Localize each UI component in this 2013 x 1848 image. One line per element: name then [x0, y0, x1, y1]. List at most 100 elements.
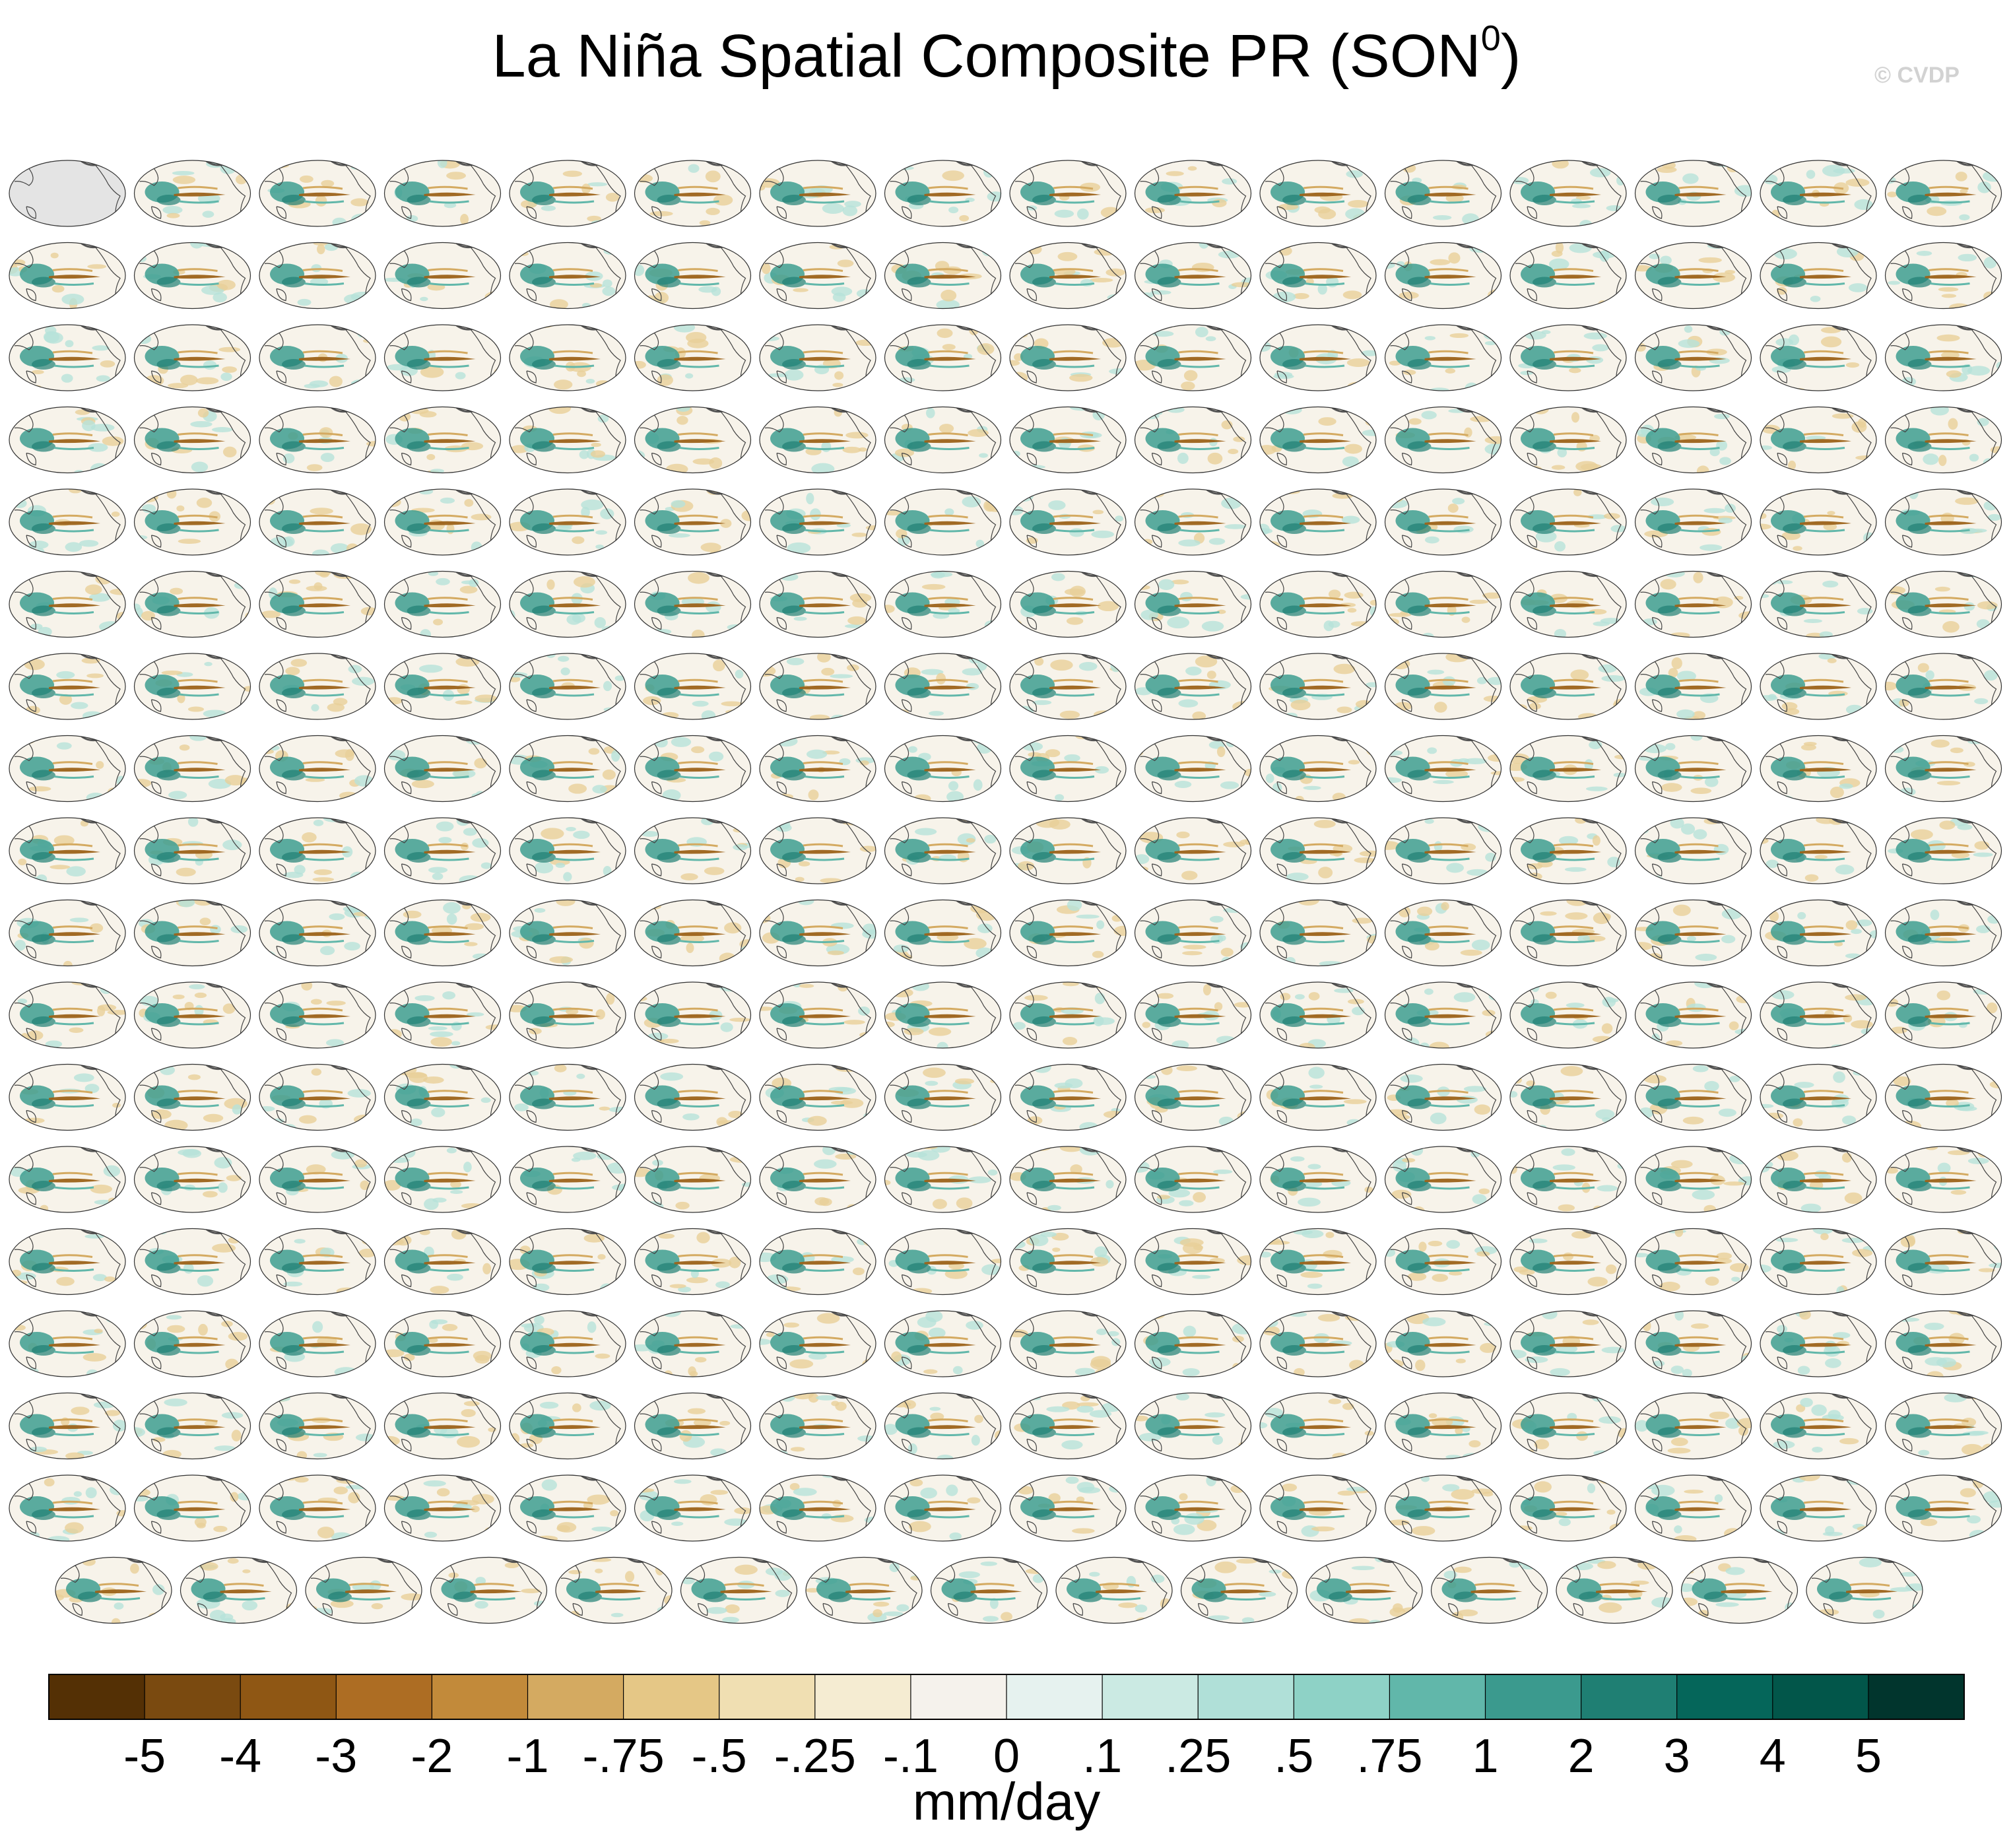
globe-outline — [383, 406, 502, 474]
map-panel — [1134, 406, 1252, 474]
map-panel — [930, 1556, 1048, 1624]
globe-outline — [805, 1556, 923, 1624]
globe-outline — [1259, 817, 1377, 884]
map-panel — [9, 1228, 126, 1296]
map-panel — [133, 488, 251, 556]
globe-outline — [1259, 653, 1377, 720]
map-panel — [1760, 653, 1877, 720]
map-panel — [759, 653, 876, 720]
globe-outline — [884, 570, 1002, 638]
map-panel — [1884, 406, 2002, 474]
map-panel — [884, 160, 1002, 227]
globe-outline — [305, 1556, 422, 1624]
map-panel — [1259, 1228, 1377, 1296]
map-panel — [1760, 981, 1877, 1049]
map-panel — [1134, 1228, 1252, 1296]
globe-outline — [383, 899, 502, 967]
globe-outline — [383, 1063, 502, 1131]
globe-outline — [133, 324, 251, 391]
globe-outline — [1634, 570, 1752, 638]
globe-outline — [884, 899, 1002, 967]
colorbar-tick-label: -4 — [219, 1730, 261, 1783]
map-panel — [1134, 570, 1252, 638]
map-panel — [759, 1474, 876, 1542]
globe-outline — [9, 570, 126, 638]
globe-outline — [509, 242, 626, 310]
chart-title: La Niña Spatial Composite PR (SON0) — [492, 18, 1521, 90]
globe-outline — [1634, 1228, 1752, 1296]
globe-outline — [9, 653, 126, 720]
map-panel — [1384, 1063, 1502, 1131]
globe-outline — [383, 488, 502, 556]
map-panel — [1509, 324, 1627, 391]
globe-outline — [1259, 160, 1377, 227]
globe-outline — [680, 1556, 798, 1624]
colorbar-segment — [1581, 1674, 1678, 1719]
globe-outline — [383, 1228, 502, 1296]
globe-outline — [1259, 1228, 1377, 1296]
globe-outline — [1009, 1310, 1127, 1377]
globe-outline — [1760, 1392, 1877, 1460]
globe-outline — [1259, 570, 1377, 638]
globe-outline — [884, 1063, 1002, 1131]
map-panel — [9, 1146, 126, 1213]
map-panel — [1634, 817, 1752, 884]
globe-outline — [634, 1146, 752, 1213]
globe-outline — [1760, 1228, 1877, 1296]
map-panel — [9, 406, 126, 474]
map-panel — [1180, 1556, 1298, 1624]
globe-outline — [133, 160, 251, 227]
map-panel — [133, 1063, 251, 1131]
map-panel — [1760, 735, 1877, 803]
globe-outline — [759, 242, 876, 310]
map-panel — [383, 981, 502, 1049]
map-panel — [1884, 899, 2002, 967]
map-panel — [1760, 1392, 1877, 1460]
map-panel — [133, 406, 251, 474]
globe-outline — [1259, 1310, 1377, 1377]
globe-outline — [9, 1392, 126, 1460]
globe-outline — [1055, 1556, 1173, 1624]
map-panel — [1509, 160, 1627, 227]
globe-outline — [1384, 324, 1502, 391]
globe-outline — [759, 1228, 876, 1296]
globe-outline — [1760, 1063, 1877, 1131]
globe-outline — [884, 160, 1002, 227]
map-panel — [1634, 242, 1752, 310]
map-panel — [259, 1146, 376, 1213]
globe-outline — [759, 488, 876, 556]
globe-outline — [133, 735, 251, 803]
globe-outline — [509, 1392, 626, 1460]
globe-outline — [1009, 406, 1127, 474]
map-panel — [259, 1310, 376, 1377]
colorbar-segment — [432, 1674, 528, 1719]
globe-outline — [1134, 406, 1252, 474]
globe-outline — [1884, 1228, 2002, 1296]
map-panel — [1760, 1310, 1877, 1377]
globe-outline — [1884, 653, 2002, 720]
colorbar-tick-label: .25 — [1165, 1730, 1231, 1783]
colorbar-tick-label: .75 — [1356, 1730, 1422, 1783]
colorbar-segment — [719, 1674, 816, 1719]
map-panel — [9, 324, 126, 391]
globe-outline — [1884, 1474, 2002, 1542]
map-panel — [509, 488, 626, 556]
map-panel — [1259, 160, 1377, 227]
globe-outline — [259, 570, 376, 638]
globe-outline — [884, 324, 1002, 391]
globe-outline — [509, 160, 626, 227]
globe-outline — [1509, 1063, 1627, 1131]
globe-outline — [1509, 1228, 1627, 1296]
globe-outline — [133, 1228, 251, 1296]
globe-outline — [1384, 1392, 1502, 1460]
globe-outline — [1509, 1392, 1627, 1460]
globe-outline — [1009, 324, 1127, 391]
map-panel — [1009, 1228, 1127, 1296]
colorbar-segment — [145, 1674, 241, 1719]
map-panel — [259, 160, 376, 227]
globe-outline — [1634, 1474, 1752, 1542]
map-panel — [1884, 817, 2002, 884]
globe-outline — [383, 1146, 502, 1213]
globe-outline — [133, 981, 251, 1049]
